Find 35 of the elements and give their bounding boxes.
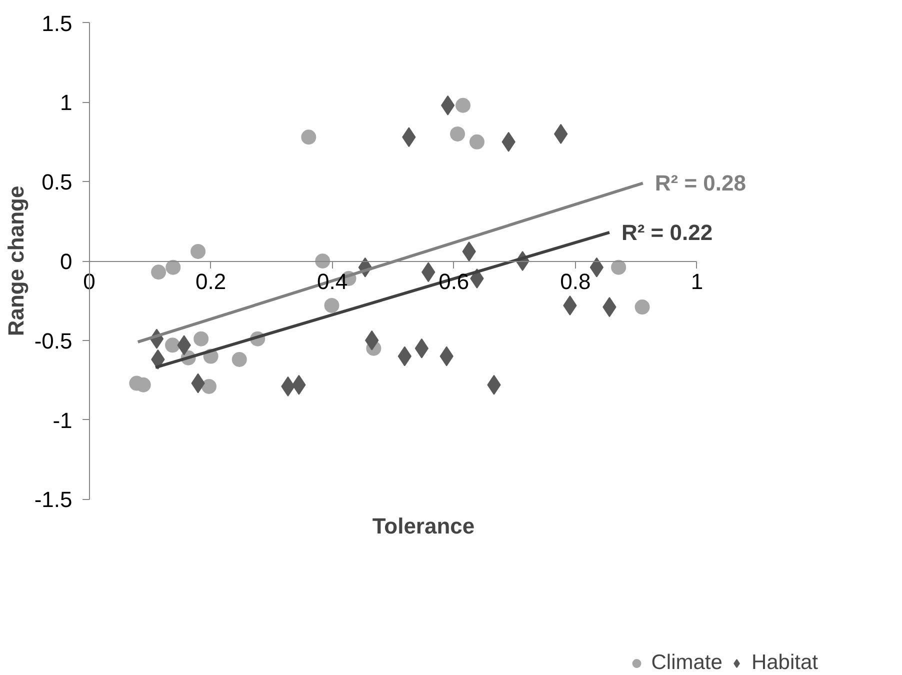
point <box>151 264 166 280</box>
point <box>611 260 626 275</box>
point <box>324 298 340 313</box>
y-tick-label: 0.5 <box>42 170 72 195</box>
y-tick-label: 1 <box>60 90 72 116</box>
point <box>232 352 247 367</box>
annotation: R² = 0.22 <box>621 220 713 245</box>
point <box>166 260 181 275</box>
y-tick-label: 1.5 <box>42 10 72 36</box>
point <box>165 338 180 353</box>
x-axis-title: Tolerance <box>372 514 475 538</box>
x-tick-label: 0.4 <box>317 269 348 294</box>
point <box>201 378 216 394</box>
point <box>634 300 650 315</box>
point <box>301 130 316 145</box>
point <box>469 134 484 150</box>
point <box>315 254 330 268</box>
x-tick-label: 0.2 <box>196 269 226 294</box>
legend-label: Climate <box>651 651 722 675</box>
x-tick-label: 0.8 <box>560 269 591 294</box>
point <box>190 244 206 259</box>
y-axis-title: Range change <box>4 186 28 336</box>
legend-label: Habitat <box>751 651 818 675</box>
annotation: R² = 0.28 <box>654 170 746 196</box>
point <box>590 257 604 278</box>
point <box>194 331 209 346</box>
y-tick-label: -0.5 <box>34 328 72 354</box>
point <box>440 95 455 116</box>
y-tick-label: -1.5 <box>34 487 72 512</box>
y-tick-label: -1 <box>52 408 72 433</box>
point <box>414 338 429 358</box>
point <box>456 98 470 113</box>
point <box>450 126 466 142</box>
x-tick-label: 1 <box>690 269 704 294</box>
y-tick-label: 0 <box>60 249 72 274</box>
